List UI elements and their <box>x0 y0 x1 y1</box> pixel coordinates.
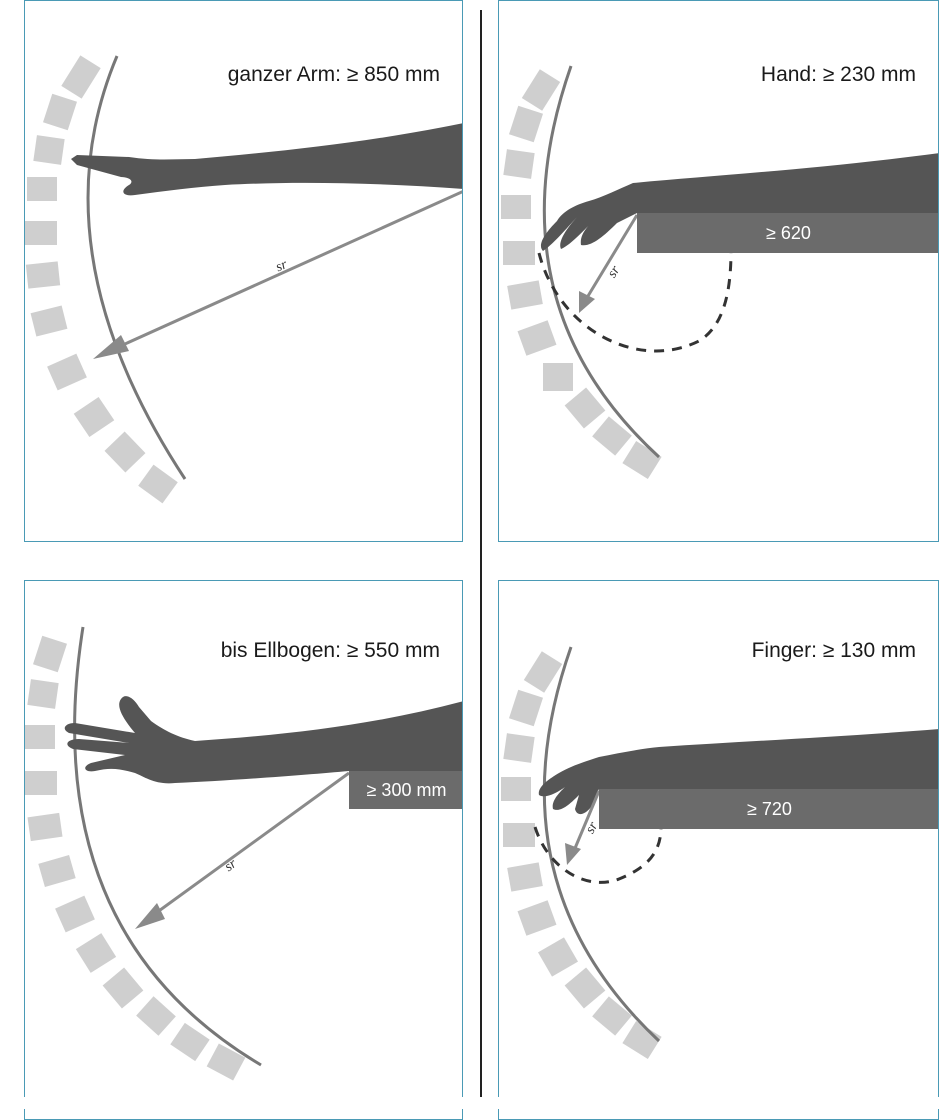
safety-tiles <box>25 635 246 1081</box>
radius-arrow <box>144 771 350 923</box>
radius-label: sr <box>274 257 290 275</box>
panel-title: Finger: ≥ 130 mm <box>751 639 916 662</box>
panel-elbow: sr bis Ellbogen: ≥ 550 mm ≥ 300 mm <box>24 580 463 1120</box>
panel-title: ganzer Arm: ≥ 850 mm <box>227 63 440 86</box>
safety-tiles <box>501 651 662 1059</box>
panel-hand: sr Hand: ≥ 230 mm ≥ 620 <box>498 0 939 542</box>
radius-arrowhead <box>93 335 129 359</box>
base-bar-label: ≥ 620 <box>637 213 938 253</box>
reach-arc <box>73 626 262 1067</box>
whole-arm-diagram: sr <box>25 55 462 504</box>
radius-arrowhead <box>135 903 165 929</box>
panel-whole-arm: sr ganzer Arm: ≥ 850 mm <box>24 0 463 542</box>
base-bar-label: ≥ 300 mm <box>349 771 462 809</box>
radius-arrow <box>571 790 601 854</box>
center-divider <box>480 10 482 1109</box>
dashed-reach-circle <box>537 250 733 353</box>
arm-silhouette <box>538 729 938 814</box>
bottom-edge <box>0 1097 940 1109</box>
radius-label: sr <box>222 856 240 875</box>
base-bar-label: ≥ 720 <box>599 789 938 829</box>
radius-arrowhead <box>565 843 581 865</box>
arm-silhouette <box>540 153 938 251</box>
radius-arrowhead <box>579 291 595 313</box>
panel-title: Hand: ≥ 230 mm <box>760 63 916 86</box>
panel-title: bis Ellbogen: ≥ 550 mm <box>220 639 440 662</box>
radius-arrow <box>104 190 462 355</box>
reach-arc <box>86 55 187 480</box>
radius-arrow <box>583 214 639 302</box>
reach-arc <box>542 65 661 459</box>
arm-silhouette <box>64 696 462 784</box>
safety-tiles <box>501 69 662 479</box>
panel-finger: sr Finger: ≥ 130 mm ≥ 720 <box>498 580 939 1120</box>
safety-tiles <box>25 55 178 504</box>
reach-arc <box>542 646 661 1043</box>
arm-silhouette <box>71 123 462 196</box>
